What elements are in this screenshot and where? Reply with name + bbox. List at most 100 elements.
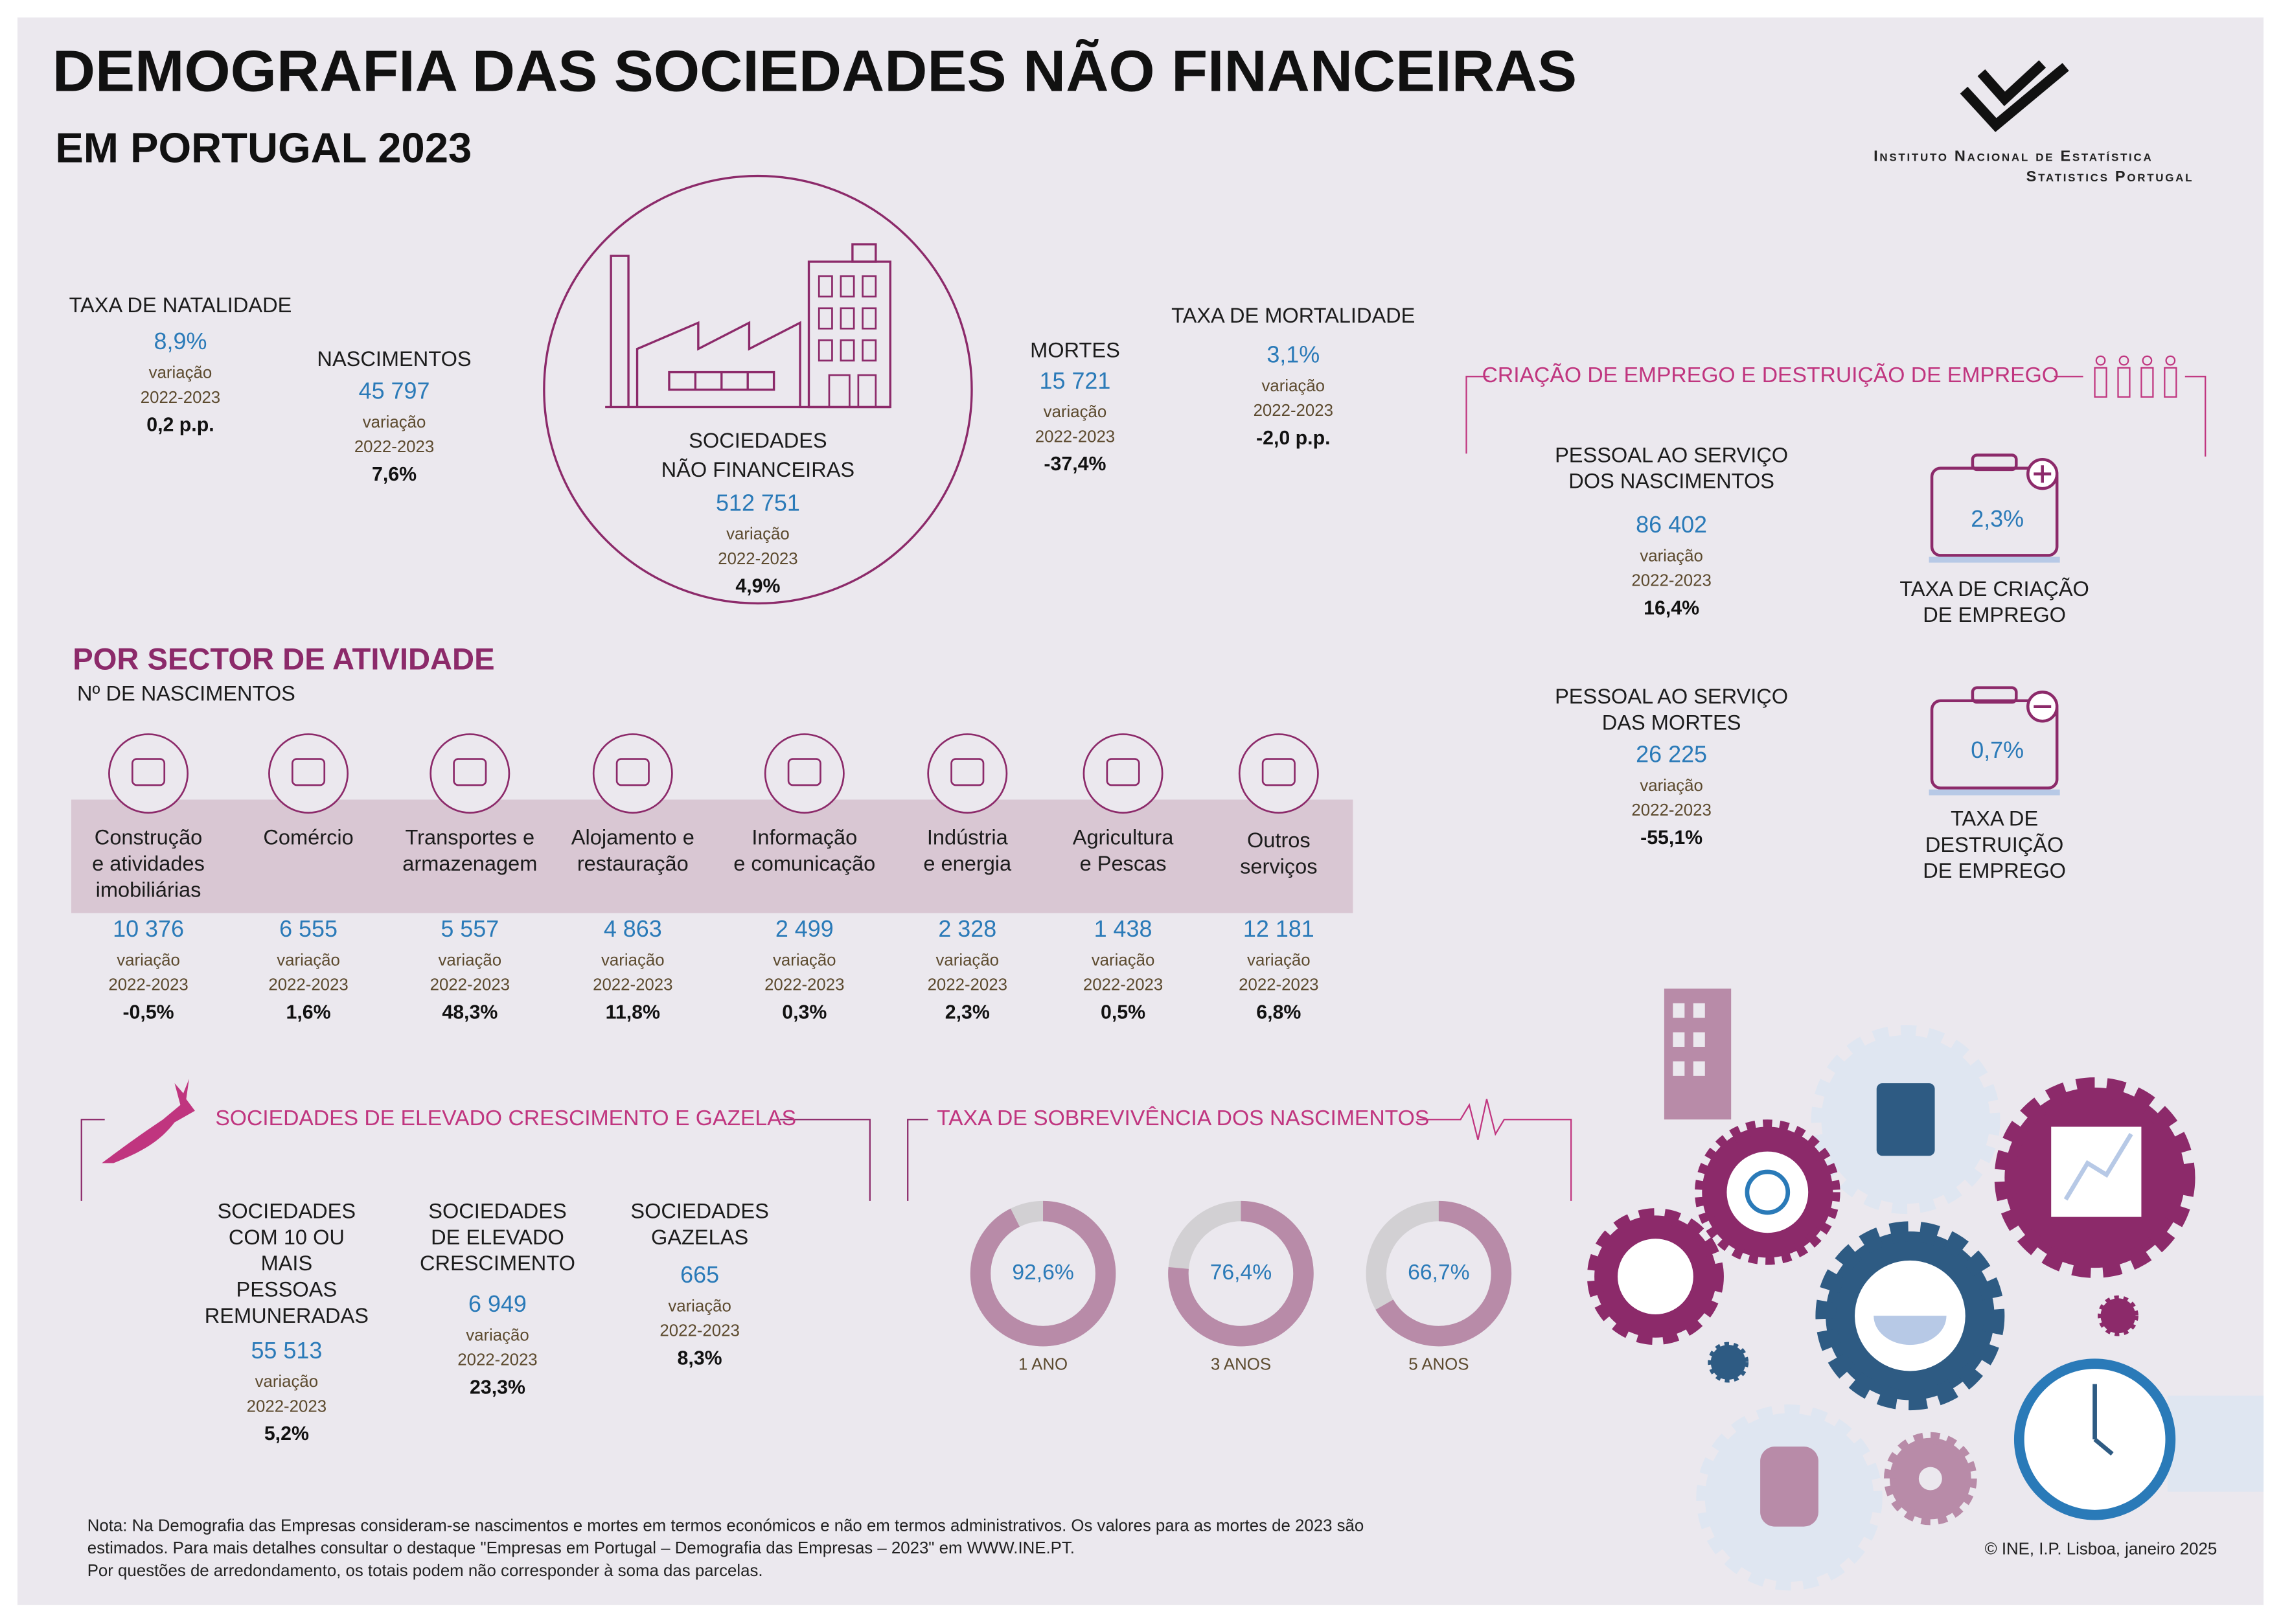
block-label: MAIS [261, 1252, 313, 1275]
block-value: 55 513 [251, 1337, 322, 1364]
block-period: 2022-2023 [1631, 572, 1711, 590]
block-value: 665 [680, 1261, 719, 1288]
block-period: 2022-2023 [718, 550, 797, 568]
block-value: 10 376 [113, 915, 184, 942]
section-title: SOCIEDADES DE ELEVADO CRESCIMENTO E GAZE… [215, 1106, 796, 1130]
sector-icon-glyph [1106, 758, 1140, 786]
block-change: 48,3% [442, 1001, 498, 1023]
block-note: variação [936, 951, 1000, 969]
block-period: 2022-2023 [141, 389, 220, 407]
sector-icon-glyph [131, 758, 166, 786]
block-label: e comunicação [733, 852, 875, 875]
block-period: 2022-2023 [1631, 801, 1711, 819]
block-value: 86 402 [1636, 511, 1707, 538]
logo-text: Instituto Nacional de Estatística [1874, 148, 2153, 165]
block-label: GAZELAS [651, 1226, 748, 1249]
block-period: 2022-2023 [108, 976, 188, 994]
block-value: 1 438 [1094, 915, 1152, 942]
block-period: 2022-2023 [430, 976, 510, 994]
sector-icon-glyph [787, 758, 821, 786]
frame [1417, 1099, 1572, 1201]
donut-arc [970, 1200, 1116, 1347]
sector-icons [108, 733, 1319, 814]
block-value: 512 751 [716, 489, 800, 516]
block-period: 2022-2023 [354, 438, 434, 456]
block-label: SOCIEDADES [428, 1199, 566, 1222]
sector-icon [764, 733, 845, 814]
block-label: Indústria [927, 826, 1009, 849]
block-note: variação [1640, 547, 1703, 565]
block-change: 1,6% [286, 1001, 331, 1023]
sector-icon-glyph [1261, 758, 1296, 786]
block-label: DE ELEVADO [431, 1226, 564, 1249]
block-period: 2022-2023 [1254, 402, 1333, 420]
subtitle: EM PORTUGAL 2023 [55, 124, 472, 172]
sector-icon [108, 733, 189, 814]
frame [80, 1119, 105, 1201]
people-icon [2094, 355, 2177, 398]
block-label: e Pescas [1080, 852, 1167, 875]
block-note: variação [439, 951, 502, 969]
section-heading: POR SECTOR DE ATIVIDADE [73, 642, 494, 676]
sector-icon [1083, 733, 1163, 814]
sector-icon-glyph [453, 758, 487, 786]
block-label: Informação [751, 826, 857, 849]
block-value: 2 328 [938, 915, 996, 942]
logo-mark [1960, 60, 2069, 132]
block-change: -0,5% [122, 1001, 174, 1023]
sector-band [71, 799, 1353, 913]
block-note: variação [668, 1298, 731, 1316]
sector-icon [592, 733, 673, 814]
donut-label: 66,7% [1408, 1261, 1469, 1285]
block-change: 7,6% [372, 464, 417, 485]
block-value: 6 949 [468, 1290, 527, 1317]
block-label: TAXA DE MORTALIDADE [1171, 304, 1415, 327]
block-value: 5 557 [441, 915, 499, 942]
block-change: 11,8% [606, 1001, 660, 1023]
block-change: 0,3% [782, 1001, 827, 1023]
block-label: SOCIEDADES [218, 1199, 356, 1222]
sector-icon-glyph [292, 758, 326, 786]
block-value: 15 721 [1040, 367, 1111, 394]
block-change: 23,3% [470, 1377, 525, 1398]
block-period: 2022-2023 [1035, 428, 1115, 446]
block-label: e energia [923, 852, 1012, 875]
block-change: -55,1% [1640, 827, 1702, 849]
block-value: 2 499 [775, 915, 834, 942]
block-note: variação [117, 951, 180, 969]
donut-label: 92,6% [1012, 1261, 1073, 1285]
block-value: 26 225 [1636, 741, 1707, 768]
donut-arc [1168, 1200, 1314, 1347]
block-label: TAXA DE NATALIDADE [69, 293, 292, 317]
copyright: © INE, I.P. Lisboa, janeiro 2025 [1985, 1540, 2218, 1558]
block-value: 12 181 [1243, 915, 1314, 942]
block-label: MORTES [1030, 339, 1120, 362]
block-change: 6,8% [1256, 1001, 1301, 1023]
block-value: 3,1% [1267, 341, 1320, 367]
block-change: 0,2 p.p. [146, 415, 214, 436]
rate-label: TAXA DE CRIAÇÃO [1899, 577, 2089, 600]
block-period: 2022-2023 [659, 1322, 739, 1340]
sector-icon-glyph [615, 758, 650, 786]
block-note: variação [255, 1373, 319, 1391]
block-change: 0,5% [1101, 1001, 1145, 1023]
block-period: 2022-2023 [268, 976, 348, 994]
block-change: 2,3% [945, 1001, 990, 1023]
block-label: imobiliárias [96, 878, 201, 901]
briefcase-minus-icon [1929, 686, 2060, 795]
block-note: variação [1262, 377, 1325, 395]
frame [2184, 376, 2206, 457]
block-period: 2022-2023 [247, 1397, 327, 1415]
sector-icon [268, 733, 349, 814]
factory-icon [605, 243, 891, 409]
block-label: DOS NASCIMENTOS [1568, 470, 1774, 493]
rate-value: 0,7% [1971, 737, 2024, 763]
block-label: CRESCIMENTO [420, 1252, 575, 1275]
donut-label: 76,4% [1210, 1261, 1272, 1285]
block-label: REMUNERADAS [205, 1304, 369, 1327]
block-label: armazenagem [402, 852, 537, 875]
block-change: 8,3% [678, 1348, 722, 1369]
frame [779, 1119, 871, 1201]
block-label: Alojamento e [571, 826, 694, 849]
